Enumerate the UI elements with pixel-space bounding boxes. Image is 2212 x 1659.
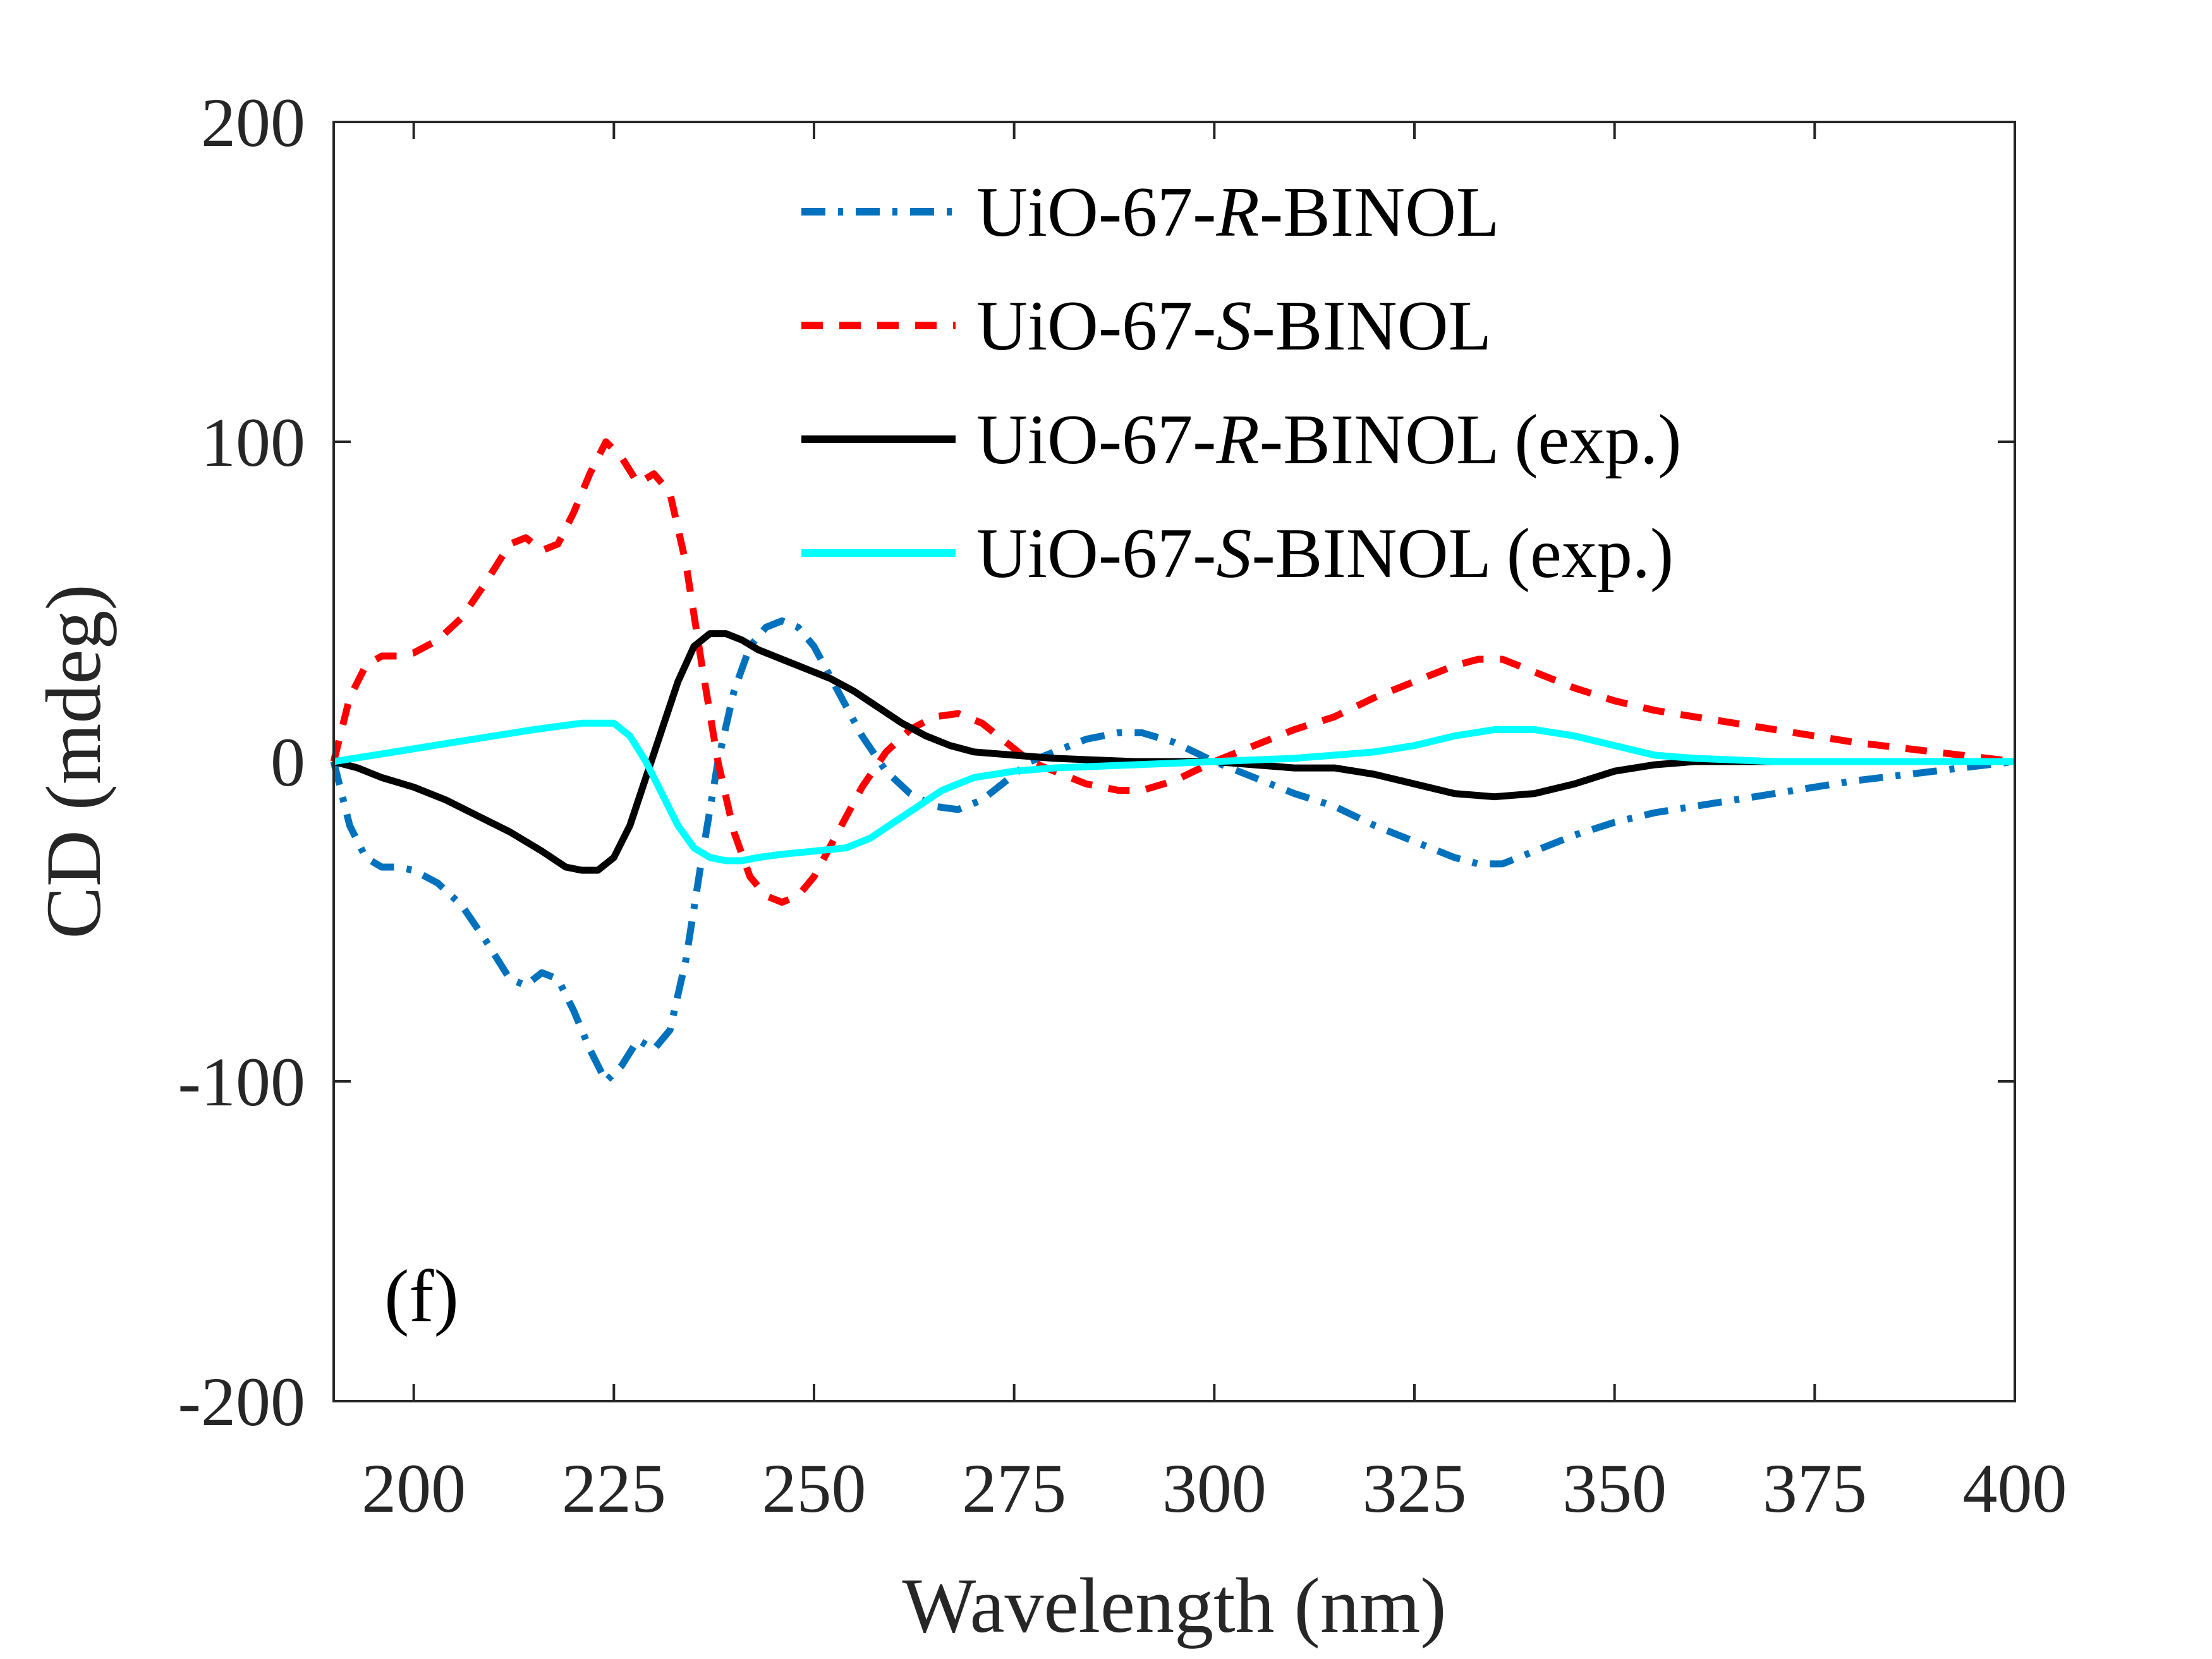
legend-label-enantiomer: S [1216,287,1251,365]
legend-label-enantiomer: S [1216,514,1251,593]
series-line-4 [333,719,2015,865]
series-line-2 [330,438,2015,906]
x-tick-label: 350 [1562,1450,1667,1527]
legend-label-prefix: UiO-67- [976,173,1216,252]
y-tick-label: 100 [201,404,305,481]
x-tick-label: 325 [1363,1450,1467,1527]
plot-frame [332,121,2016,1402]
panel-label: (f) [384,1255,459,1337]
series-line-1 [330,617,2015,1085]
x-tick-label: 225 [562,1450,666,1527]
x-tick-label: 375 [1763,1450,1867,1527]
legend-label-suffix: -BINOL (exp.) [1260,401,1682,479]
y-tick-labels: -200 -100 0 100 200 [178,84,305,1440]
legend-label-3: UiO-67-R-BINOL (exp.) [976,401,1682,479]
x-axis-title: Wavelength (nm) [902,1562,1446,1649]
y-axis-title: CD (mdeg) [30,584,117,939]
y-tick-label: 200 [201,84,305,161]
legend-label-prefix: UiO-67- [976,401,1216,479]
x-tick-label: 400 [1963,1450,2067,1527]
y-tick-label: 0 [270,724,305,801]
series-line-3 [332,630,2015,874]
y-tick-label: -200 [178,1363,305,1440]
legend-label-2: UiO-67-S-BINOL [976,287,1492,365]
legend-label-suffix: -BINOL [1251,287,1491,365]
x-tick-label: 275 [962,1450,1066,1527]
data-lines [330,438,2015,1085]
y-tick-label: -100 [178,1043,305,1121]
x-tick-labels: 200 225 250 275 300 325 350 375 400 [362,1450,2067,1527]
legend-label-4: UiO-67-S-BINOL (exp.) [976,514,1674,593]
legend: UiO-67-R-BINOLUiO-67-S-BINOLUiO-67-R-BIN… [801,173,1682,593]
legend-label-prefix: UiO-67- [976,287,1216,365]
legend-label-enantiomer: R [1215,173,1259,252]
legend-label-suffix: -BINOL (exp.) [1251,514,1674,593]
legend-label-suffix: -BINOL [1260,173,1499,252]
x-tick-label: 300 [1162,1450,1267,1527]
legend-label-1: UiO-67-R-BINOL [976,173,1499,252]
legend-label-enantiomer: R [1215,401,1259,479]
x-tick-label: 200 [362,1450,466,1527]
legend-label-prefix: UiO-67- [976,514,1216,593]
x-tick-label: 250 [762,1450,866,1527]
